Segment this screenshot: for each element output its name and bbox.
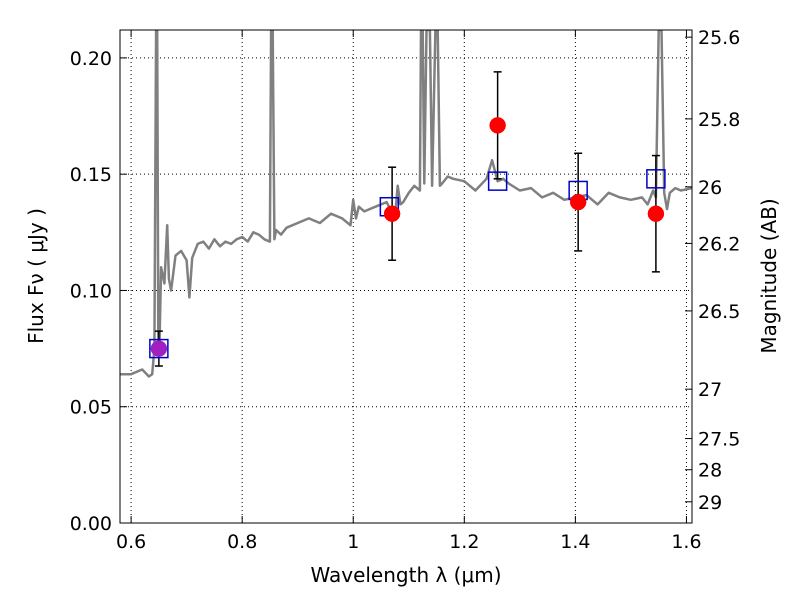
model-square: [487, 171, 508, 191]
mag-tick-label: 26: [698, 177, 722, 199]
data-layer: [120, 30, 692, 378]
x-tick-label: 1.6: [671, 531, 701, 553]
observed-point: [489, 117, 506, 134]
x-tick-label: 1.2: [449, 531, 479, 553]
y-tick-label: 0.10: [70, 280, 112, 302]
x-tick-label: 1: [347, 531, 359, 553]
mag-tick-label: 25.8: [698, 109, 740, 131]
model-square: [149, 338, 169, 359]
y-axis-label: Flux Fν ( μJy ): [24, 208, 48, 344]
observed-point: [647, 205, 665, 222]
mag-tick-label: 27.5: [698, 429, 740, 451]
mag-tick-label: 27: [698, 379, 722, 401]
plot-background: [120, 30, 692, 523]
y-tick-label: 0.05: [70, 397, 112, 419]
mag-tick-label: 26.2: [698, 233, 740, 255]
observed-point: [569, 193, 587, 211]
observed-point: [150, 340, 168, 357]
x-tick-label: 1.4: [560, 531, 590, 553]
mag-tick-label: 29: [698, 492, 722, 514]
y-tick-label: 0.20: [70, 48, 112, 70]
plot-area: [120, 30, 692, 378]
x-axis-label: Wavelength λ (μm): [310, 563, 501, 587]
y-tick-label: 0.00: [70, 513, 112, 535]
grid: [120, 30, 692, 523]
x-tick-label: 0.8: [227, 531, 257, 553]
mag-tick-label: 28: [698, 460, 722, 482]
x-tick-label: 0.6: [116, 531, 146, 553]
right-axis-label: Magnitude (AB): [757, 198, 781, 353]
y-tick-label: 0.15: [70, 164, 112, 186]
mag-tick-label: 25.6: [698, 27, 740, 49]
observed-point: [383, 205, 401, 222]
plot-frame: [119, 29, 693, 524]
mag-tick-label: 26.5: [698, 301, 740, 323]
ticks: 0.6 0.8 1 1.2 1.4 1.6 0.00 0.05 0.10 0.15 0.20 25.6…: [70, 27, 741, 553]
model-square: [646, 169, 666, 189]
